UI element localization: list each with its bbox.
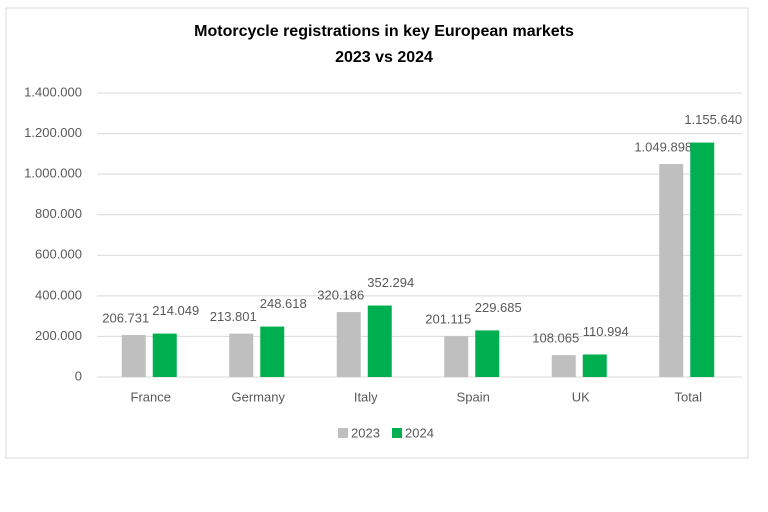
x-tick-label: UK — [572, 389, 590, 404]
bar — [336, 312, 361, 377]
x-tick-label: Total — [675, 389, 703, 404]
legend-label: 2024 — [405, 425, 434, 440]
y-tick-label: 1.400.000 — [24, 84, 82, 99]
bar — [121, 335, 146, 377]
data-label: 201.115 — [425, 312, 471, 327]
bar — [260, 326, 285, 377]
data-label: 214.049 — [152, 303, 199, 318]
bar — [582, 354, 607, 377]
data-label: 206.731 — [102, 311, 149, 326]
y-tick-label: 1.000.000 — [24, 166, 82, 181]
x-tick-label: France — [131, 389, 171, 404]
bar — [152, 333, 177, 377]
legend-swatch — [338, 428, 348, 438]
bar — [475, 330, 500, 377]
y-tick-label: 600.000 — [35, 247, 82, 262]
data-label: 229.685 — [475, 300, 522, 315]
data-label: 108.065 — [532, 331, 579, 346]
data-label: 213.801 — [210, 309, 257, 324]
x-tick-label: Italy — [354, 389, 378, 404]
y-tick-label: 800.000 — [35, 206, 82, 221]
bar — [444, 336, 469, 377]
data-label: 248.618 — [260, 296, 307, 311]
x-tick-label: Spain — [457, 389, 490, 404]
legend-swatch — [392, 428, 402, 438]
data-label: 352.294 — [367, 275, 414, 290]
y-tick-label: 0 — [75, 368, 82, 383]
data-label: 1.155.640 — [684, 112, 742, 127]
chart-frame — [5, 7, 749, 459]
bar — [367, 305, 392, 377]
y-tick-label: 400.000 — [35, 287, 82, 302]
data-label: 1.049.898 — [634, 139, 692, 154]
x-tick-label: Germany — [232, 389, 286, 404]
bar — [229, 333, 254, 377]
chart-title: Motorcycle registrations in key European… — [194, 23, 574, 40]
y-tick-label: 200.000 — [35, 328, 82, 343]
bar — [659, 164, 684, 377]
data-label: 320.186 — [317, 287, 364, 302]
chart-subtitle: 2023 vs 2024 — [335, 49, 433, 66]
bar — [690, 142, 715, 377]
bar — [551, 355, 576, 377]
legend-label: 2023 — [351, 425, 380, 440]
data-label: 110.994 — [583, 324, 629, 339]
y-tick-label: 1.200.000 — [24, 125, 82, 140]
